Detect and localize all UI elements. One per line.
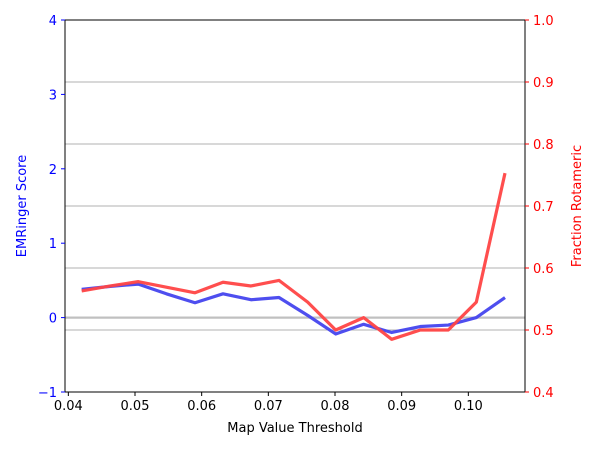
left-y-axis-label: EMRinger Score <box>15 155 30 257</box>
left-y-tick-label: 2 <box>49 163 57 178</box>
left-y-tick-label: 1 <box>49 237 57 252</box>
x-tick-label: 0.05 <box>121 399 150 414</box>
x-axis-label: Map Value Threshold <box>227 421 362 436</box>
left-y-tick-label: 3 <box>49 88 57 103</box>
right-y-tick-label: 0.6 <box>533 262 554 277</box>
series-layer <box>81 172 507 341</box>
left-y-tick-label: 4 <box>49 14 57 29</box>
x-tick-label: 0.09 <box>387 399 416 414</box>
fraction-rotameric-line <box>81 172 507 341</box>
x-tick-label: 0.08 <box>321 399 350 414</box>
right-y-axis-label: Fraction Rotameric <box>570 145 585 267</box>
emringer-score-line <box>81 282 506 336</box>
right-y-tick-label: 0.7 <box>533 200 554 215</box>
right-y-tick-label: 0.9 <box>533 76 554 91</box>
x-tick-label: 0.06 <box>187 399 216 414</box>
x-tick-label: 0.10 <box>454 399 483 414</box>
ticks-layer: 0.04 0.05 0.06 0.07 0.08 0.09 0.10 −1 0 1 2 3 4 0.4 0.… <box>38 14 554 414</box>
left-y-tick-label: −1 <box>38 386 57 401</box>
right-y-tick-label: 0.4 <box>533 386 554 401</box>
x-tick-label: 0.07 <box>254 399 283 414</box>
x-tick-label: 0.04 <box>54 399 83 414</box>
right-y-tick-label: 0.5 <box>533 324 554 339</box>
right-y-tick-label: 1.0 <box>533 14 554 29</box>
grid-layer <box>65 81 525 331</box>
left-y-tick-label: 0 <box>49 312 57 327</box>
right-y-tick-label: 0.8 <box>533 138 554 153</box>
